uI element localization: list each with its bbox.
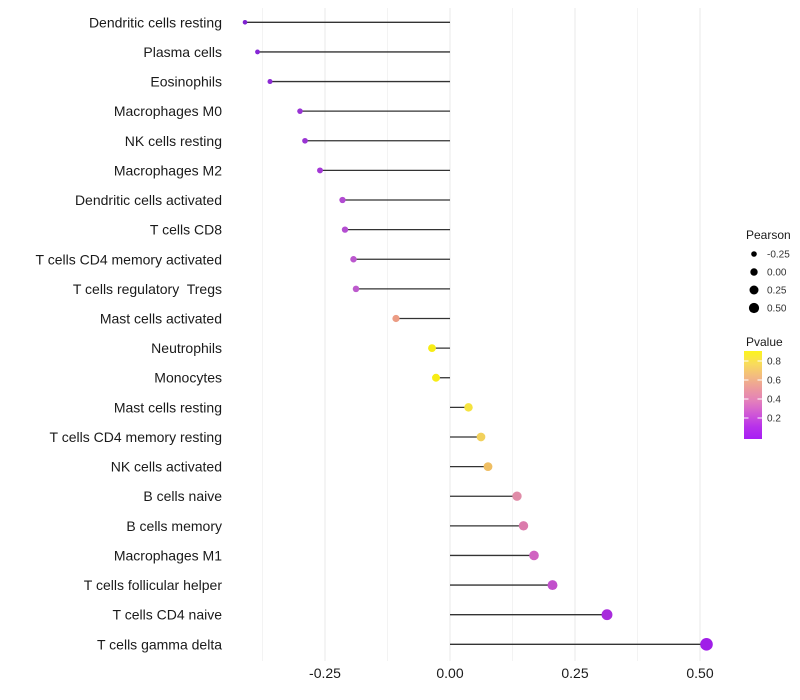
y-axis-label: Macrophages M1: [114, 547, 222, 563]
y-axis-label: Eosinophils: [150, 74, 222, 90]
x-axis-tick-label: 0.25: [561, 665, 588, 681]
legend-size-label: 0.00: [767, 268, 787, 279]
lollipop-dot: [476, 432, 486, 442]
lollipop-dot: [601, 609, 613, 621]
legend-pvalue-tick-label: 0.6: [767, 376, 781, 387]
y-axis-label: T cells CD4 memory resting: [50, 429, 222, 445]
lollipop-dot: [432, 373, 440, 382]
pvalue-colorbar: [744, 351, 762, 439]
y-axis-label: B cells naive: [143, 488, 222, 504]
lollipop-dot: [302, 137, 308, 144]
legend-size-label: 0.50: [767, 304, 787, 315]
lollipop-dot: [464, 403, 473, 412]
lollipop-dot: [512, 491, 522, 501]
legend-size-label: -0.25: [767, 250, 790, 261]
y-axis-label: Macrophages M2: [114, 162, 222, 178]
y-axis-label: NK cells activated: [111, 459, 222, 475]
y-axis-label: Plasma cells: [143, 44, 222, 60]
y-axis-label: T cells gamma delta: [97, 636, 222, 652]
y-axis-label: B cells memory: [126, 518, 222, 534]
legend-pvalue-colorbar: Pvalue 0.8 0.6 0.4 0.2: [744, 335, 783, 439]
y-axis-label: T cells CD8: [150, 222, 222, 238]
legend-pvalue-tick-label: 0.8: [767, 357, 781, 368]
y-axis-label: T cells CD4 naive: [113, 607, 223, 623]
lollipop-dot: [352, 285, 360, 293]
legend-pvalue-tick-label: 0.2: [767, 414, 781, 425]
gridlines: [262, 8, 701, 661]
legend-size-label: 0.25: [767, 286, 787, 297]
legend-size-dot: [749, 285, 759, 295]
lollipop-dot: [317, 167, 323, 174]
y-axis-label: Dendritic cells resting: [89, 14, 222, 30]
y-axis-label: T cells regulatory Tregs: [73, 281, 222, 297]
lollipop-dot: [297, 108, 303, 114]
lollipop-dots: [242, 19, 713, 651]
lollipop-dot: [255, 49, 260, 55]
lollipop-dot: [350, 256, 357, 263]
lollipop-stems: [245, 21, 707, 645]
y-axis-label: Neutrophils: [151, 340, 222, 356]
lollipop-dot: [339, 196, 346, 204]
lollipop-dot: [392, 314, 400, 323]
y-axis-label: NK cells resting: [125, 133, 222, 149]
x-axis-tick-label: -0.25: [309, 665, 341, 681]
legend-pvalue-title: Pvalue: [746, 335, 783, 349]
legend-size-dot: [748, 302, 760, 314]
legend-pvalue-tick-label: 0.4: [767, 395, 781, 406]
legend-size-dot: [750, 268, 758, 276]
lollipop-dot: [267, 79, 273, 85]
lollipop-dot: [547, 580, 558, 591]
y-axis-label: Mast cells activated: [100, 311, 222, 327]
lollipop-dot: [242, 19, 248, 25]
legend-pearson-size: Pearson -0.25 0.00 0.25 0.50: [746, 228, 791, 315]
y-axis-label: Dendritic cells activated: [75, 192, 222, 208]
y-axis-label: Mast cells resting: [114, 399, 222, 415]
lollipop-dot: [518, 521, 529, 531]
legend-size-dot: [751, 251, 757, 257]
y-axis-labels: Dendritic cells resting Plasma cells Eosin…: [36, 14, 223, 652]
lollipop-dot: [428, 344, 436, 353]
lollipop-dot: [700, 638, 713, 651]
legend-pearson-title: Pearson: [746, 228, 791, 242]
x-axis-tick-label: 0.00: [436, 665, 463, 681]
lollipop-dot: [341, 226, 349, 233]
y-axis-label: Macrophages M0: [114, 103, 222, 119]
y-axis-label: T cells CD4 memory activated: [36, 251, 222, 267]
x-axis-labels: -0.25 0.00 0.25 0.50: [309, 665, 714, 681]
lollipop-dot: [483, 462, 493, 472]
y-axis-label: Monocytes: [154, 370, 222, 386]
x-axis-tick-label: 0.50: [686, 665, 713, 681]
lollipop-dot: [529, 550, 539, 561]
y-axis-label: T cells follicular helper: [84, 577, 223, 593]
